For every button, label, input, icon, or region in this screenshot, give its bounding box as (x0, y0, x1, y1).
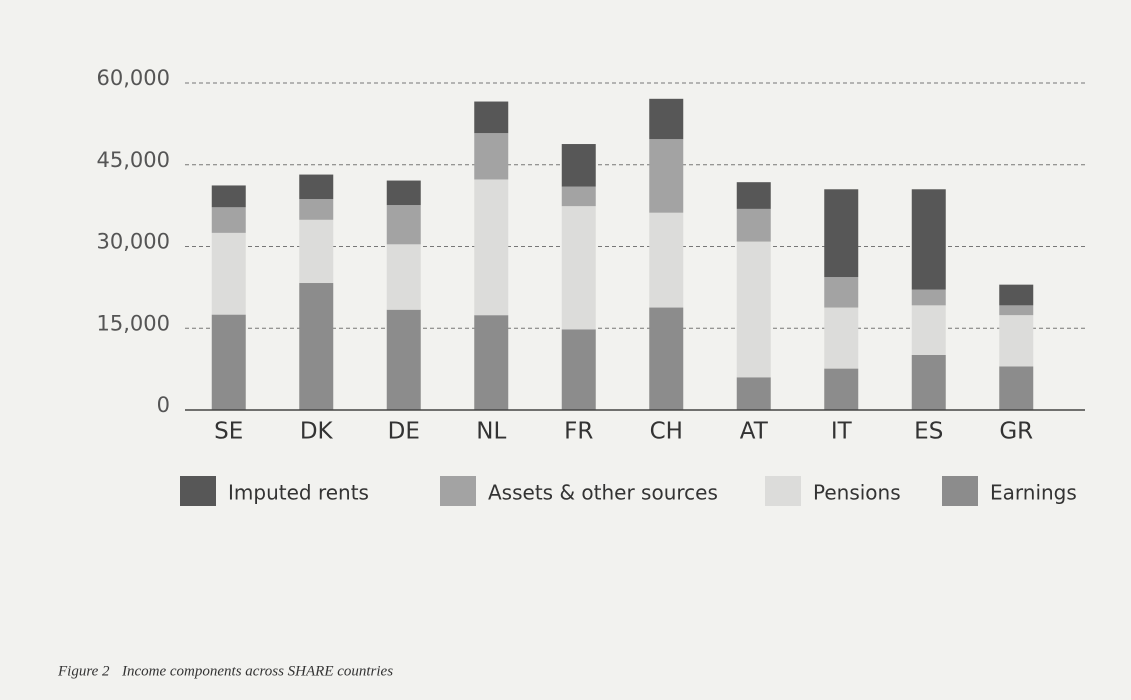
bar-segment (649, 139, 684, 213)
y-tick-label: 45,000 (97, 148, 170, 172)
bar-segment (474, 179, 509, 316)
caption-label: Figure 2 (57, 663, 110, 679)
bar-segment (649, 212, 684, 308)
bar-segment (999, 315, 1034, 367)
bar-segment (386, 180, 421, 206)
bar-segment (386, 205, 421, 245)
bar-segment (561, 144, 596, 187)
bar-segment (736, 377, 771, 410)
legend-swatch (440, 476, 476, 506)
bar-segment (649, 98, 684, 140)
bar-segment (474, 101, 509, 134)
legend-swatch (942, 476, 978, 506)
bar-segment (911, 354, 946, 410)
bar-segment (824, 277, 859, 308)
legend-swatch (180, 476, 216, 506)
bar-segment (299, 199, 334, 220)
y-tick-label: 30,000 (97, 230, 170, 254)
x-tick-label: NL (476, 419, 506, 445)
bar-segment (999, 284, 1034, 306)
bar-segment (211, 314, 246, 410)
bar-segment (299, 283, 334, 410)
x-tick-label: SE (214, 419, 243, 445)
bar-segment (736, 241, 771, 378)
bar-segment (824, 368, 859, 410)
bar-segment (211, 207, 246, 233)
bar-segment (911, 189, 946, 290)
bar-segment (736, 182, 771, 209)
x-tick-label: FR (564, 419, 593, 445)
y-tick-label: 0 (157, 393, 170, 417)
bar-segment (911, 289, 946, 306)
x-tick-label: DE (388, 419, 420, 445)
bar-segment (299, 174, 334, 200)
bar-segment (474, 133, 509, 180)
x-tick-label: IT (831, 419, 853, 445)
bar-segment (211, 185, 246, 208)
legend-label: Pensions (813, 481, 901, 505)
bar-segment (999, 366, 1034, 410)
bar-segment (561, 186, 596, 207)
bar-segment (911, 305, 946, 355)
bar-segment (386, 244, 421, 310)
legend-swatch (765, 476, 801, 506)
bar-segment (824, 189, 859, 278)
bar-segment (824, 307, 859, 369)
y-tick-label: 60,000 (97, 66, 170, 90)
legend-label: Imputed rents (228, 481, 369, 505)
bar-segment (999, 305, 1034, 316)
x-tick-label: DK (300, 419, 334, 445)
bar-segment (299, 219, 334, 284)
legend-label: Assets & other sources (488, 481, 718, 505)
bar-segment (211, 232, 246, 315)
x-tick-label: AT (740, 419, 769, 445)
bar-segment (474, 315, 509, 410)
bar-segment (649, 307, 684, 410)
caption: Income components across SHARE countries (121, 663, 393, 679)
bar-segment (386, 309, 421, 410)
bar-segment (736, 208, 771, 242)
x-tick-label: CH (650, 419, 683, 445)
bar-segment (561, 329, 596, 410)
bar-segment (561, 206, 596, 330)
legend-label: Earnings (990, 481, 1077, 505)
x-tick-label: GR (999, 419, 1033, 445)
x-tick-label: ES (914, 419, 943, 445)
y-tick-label: 15,000 (97, 311, 170, 335)
